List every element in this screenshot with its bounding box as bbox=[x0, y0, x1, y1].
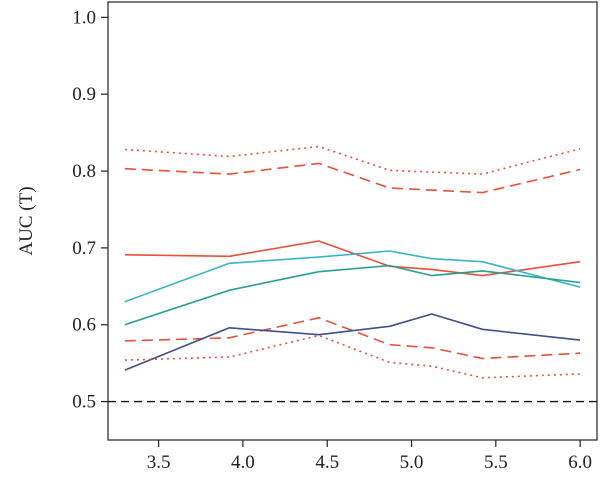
x-tick-label: 6.0 bbox=[568, 452, 592, 473]
y-tick-label: 0.6 bbox=[72, 315, 96, 336]
plot-frame bbox=[107, 1, 598, 441]
y-tick-label: 0.7 bbox=[72, 238, 96, 259]
y-tick-label: 0.9 bbox=[72, 84, 96, 105]
series-line-1 bbox=[124, 145, 581, 175]
y-tick-label: 0.8 bbox=[72, 161, 96, 182]
y-axis: 0.5 0.6 0.7 0.8 0.9 1.0 bbox=[72, 7, 108, 413]
x-tick-label: 4.0 bbox=[231, 452, 255, 473]
y-tick-label: 1.0 bbox=[72, 7, 96, 28]
y-axis-title: AUC (T) bbox=[16, 186, 37, 255]
series-line-3 bbox=[124, 240, 581, 277]
series-line-2 bbox=[124, 162, 581, 194]
x-tick-label: 4.5 bbox=[315, 452, 339, 473]
series-line-4 bbox=[124, 250, 581, 303]
x-tick-label: 3.5 bbox=[147, 452, 171, 473]
x-tick-label: 5.5 bbox=[484, 452, 508, 473]
series-line-7 bbox=[124, 313, 581, 371]
x-tick-label: 5.0 bbox=[400, 452, 424, 473]
series-line-6 bbox=[124, 316, 581, 360]
plot-lines bbox=[108, 145, 597, 403]
series-line-5 bbox=[124, 264, 581, 326]
series-line-8 bbox=[124, 334, 581, 379]
y-tick-label: 0.5 bbox=[72, 392, 96, 413]
x-axis: 3.5 4.0 4.5 5.0 5.5 6.0 bbox=[147, 440, 592, 473]
